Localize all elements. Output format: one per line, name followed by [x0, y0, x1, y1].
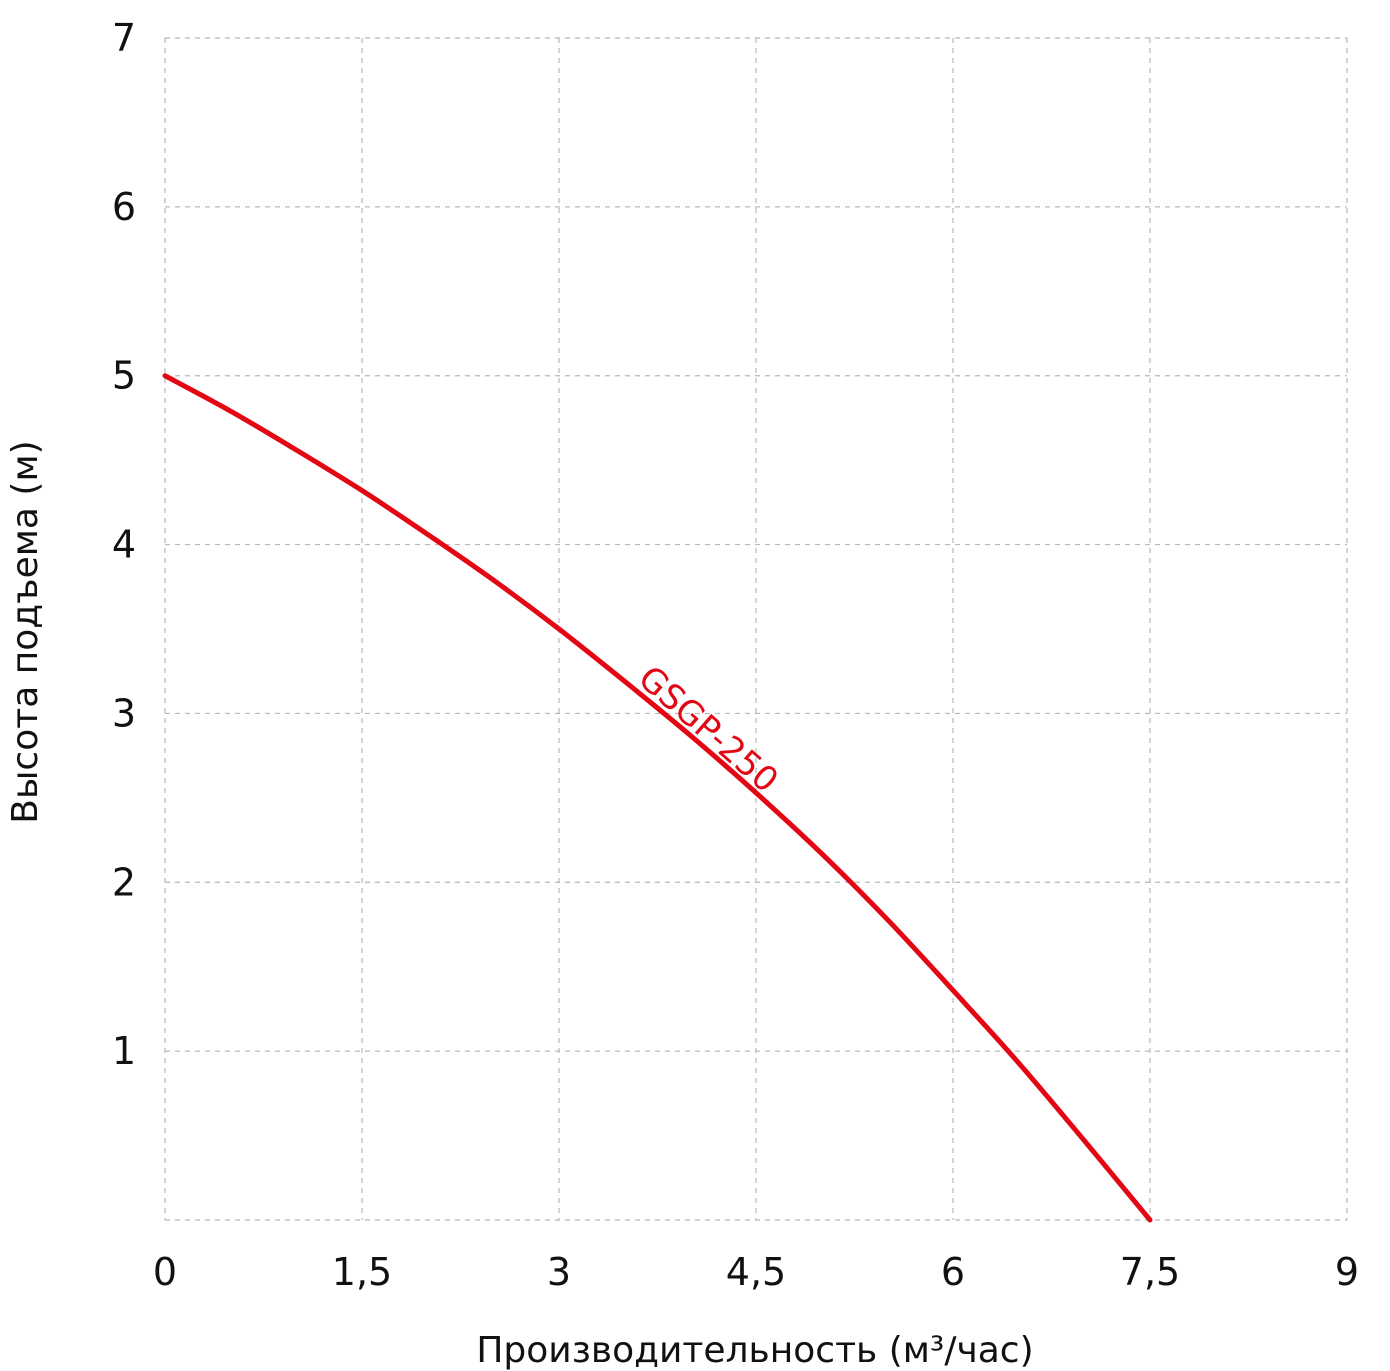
x-tick-label: 9 [1335, 1250, 1359, 1294]
y-tick-label: 1 [112, 1029, 136, 1073]
series-line-GSGP-250 [162, 373, 1153, 1223]
x-tick-label: 1,5 [332, 1250, 392, 1294]
x-tick-label: 0 [153, 1250, 177, 1294]
x-tick-label: 6 [941, 1250, 965, 1294]
y-tick-label: 7 [112, 16, 136, 60]
x-axis-title: Производительность (м³/час) [476, 1330, 1033, 1371]
y-tick-label: 4 [112, 523, 136, 567]
x-tick-label: 4,5 [726, 1250, 786, 1294]
y-axis-title: Высота подъема (м) [5, 440, 46, 823]
series-layer: GSGP-250 [162, 373, 1153, 1223]
y-tick-label: 2 [112, 860, 136, 904]
x-tick-label: 7,5 [1120, 1250, 1180, 1294]
y-tick-labels: 1 2 3 4 5 6 7 [112, 16, 136, 1073]
x-tick-labels: 0 1,5 3 4,5 6 7,5 9 [153, 1250, 1359, 1294]
y-tick-label: 6 [112, 185, 136, 229]
x-tick-label: 3 [547, 1250, 571, 1294]
y-tick-label: 5 [112, 354, 136, 398]
y-tick-label: 3 [112, 691, 136, 735]
series-label: GSGP-250 [630, 658, 785, 801]
grid-lines [164, 37, 1348, 1221]
